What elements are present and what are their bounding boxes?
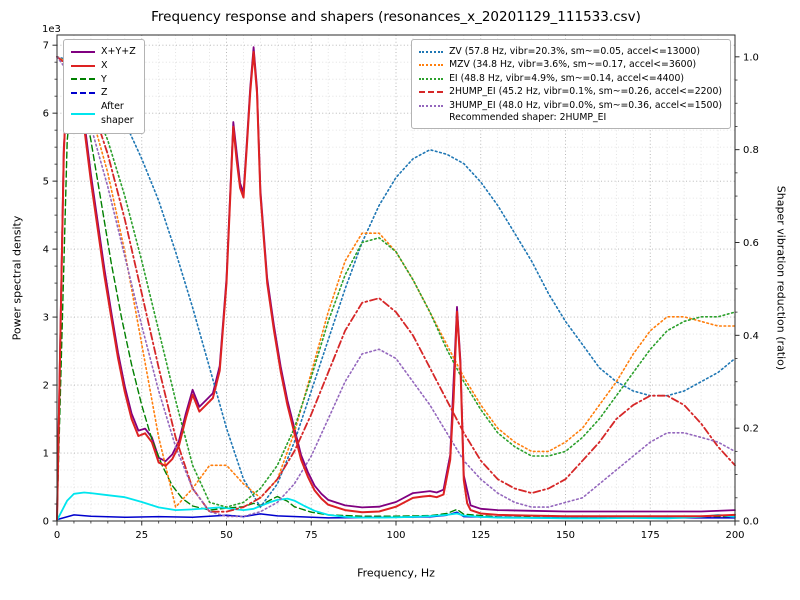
svg-text:50: 50 [220,530,233,541]
legend-label-mzv: MZV (34.8 Hz, vibr=3.6%, sm~=0.17, accel… [449,59,697,71]
line-sample-2hump-ei [419,91,444,94]
legend-label-zv: ZV (57.8 Hz, vibr=20.3%, sm~=0.05, accel… [449,46,700,57]
line-sample-3hump-ei [419,104,444,107]
svg-text:7: 7 [43,41,49,52]
chart-title: Frequency response and shapers (resonanc… [151,9,641,25]
legend-item-3hump-ei: 3HUMP_EI (48.0 Hz, vibr=0.0%, sm~=0.36, … [419,99,722,112]
legend-item-2hump-ei: 2HUMP_EI (45.2 Hz, vibr=0.1%, sm~=0.26, … [419,85,722,98]
line-sample-mzv [419,64,444,67]
svg-text:1: 1 [43,449,49,460]
svg-text:200: 200 [725,530,744,541]
line-sample-sum [71,50,95,53]
legend-label-x: X [101,59,108,71]
legend-item-mzv: MZV (34.8 Hz, vibr=3.6%, sm~=0.17, accel… [419,58,722,71]
svg-text:0.8: 0.8 [743,145,759,156]
svg-text:0.4: 0.4 [743,331,759,342]
svg-text:125: 125 [471,530,490,541]
legend-item-z: Z [71,86,136,100]
svg-text:100: 100 [386,530,405,541]
legend-label-z: Z [101,87,108,99]
svg-text:4: 4 [43,245,49,256]
legend-label-sum: X+Y+Z [101,46,136,57]
svg-text:0.0: 0.0 [743,517,759,528]
line-sample-after-shaper [71,112,95,115]
legend-item-ei: EI (48.8 Hz, vibr=4.9%, sm~=0.14, accel<… [419,72,722,85]
line-sample-x [71,64,95,67]
legend-label-after-shaper: After shaper [101,101,134,126]
svg-text:6: 6 [43,109,49,120]
svg-text:3: 3 [43,313,49,324]
svg-text:0.2: 0.2 [743,424,759,435]
svg-text:0.6: 0.6 [743,238,759,249]
line-sample-z [71,92,95,95]
svg-text:1.0: 1.0 [743,52,759,63]
recommended-shaper-note: Recommended shaper: 2HUMP_EI [449,112,607,124]
svg-text:2: 2 [43,381,49,392]
svg-text:75: 75 [305,530,318,541]
legend-psd: X+Y+Z X Y Z After shaper [63,39,145,134]
svg-text:0: 0 [54,530,60,541]
legend-item-after-shaper: After shaper [71,100,136,128]
legend-shapers: ZV (57.8 Hz, vibr=20.3%, sm~=0.05, accel… [411,39,731,130]
legend-item-sum: X+Y+Z [71,45,136,59]
svg-text:5: 5 [43,177,49,188]
axis-offset-text: 1e3 [42,24,61,35]
y-axis-label-right: Shaper vibration reduction (ratio) [774,185,788,371]
svg-text:175: 175 [641,530,660,541]
legend-label-ei: EI (48.8 Hz, vibr=4.9%, sm~=0.14, accel<… [449,72,685,84]
svg-text:25: 25 [135,530,148,541]
line-sample-y [71,78,95,81]
legend-item-x: X [71,59,136,73]
x-axis-label: Frequency, Hz [357,566,435,580]
line-sample-ei [419,77,444,80]
svg-text:150: 150 [556,530,575,541]
y-axis-label-left: Power spectral density [10,215,24,341]
svg-text:0: 0 [43,517,49,528]
legend-label-3hump-ei: 3HUMP_EI (48.0 Hz, vibr=0.0%, sm~=0.36, … [449,99,722,111]
legend-item-zv: ZV (57.8 Hz, vibr=20.3%, sm~=0.05, accel… [419,45,722,58]
legend-label-2hump-ei: 2HUMP_EI (45.2 Hz, vibr=0.1%, sm~=0.26, … [449,86,722,98]
legend-label-y: Y [101,73,107,85]
line-sample-zv [419,50,444,53]
legend-item-y: Y [71,73,136,87]
